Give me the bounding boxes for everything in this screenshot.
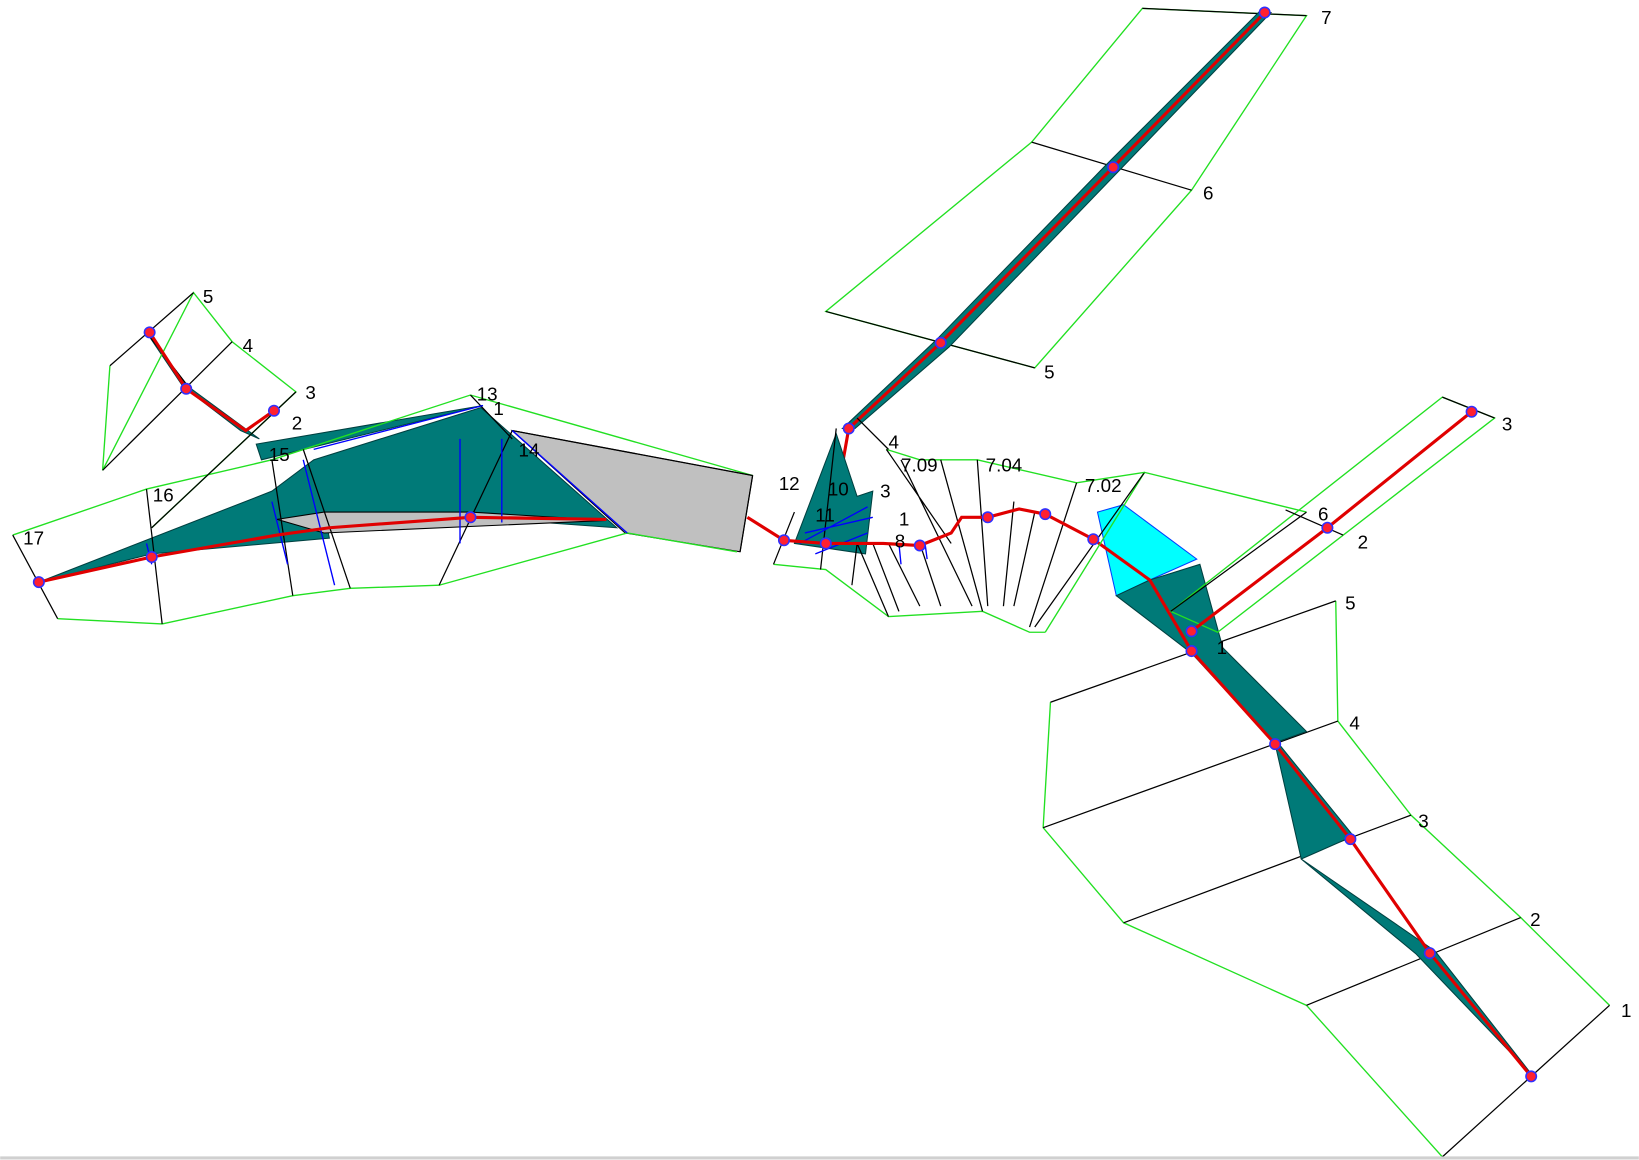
node [1258, 6, 1271, 19]
centerline [1190, 410, 1473, 633]
station-label: 7.09 [901, 454, 938, 475]
station-label: 4 [243, 335, 253, 356]
station-label: 17 [23, 527, 44, 548]
node [32, 576, 45, 589]
station-label: 2 [1358, 532, 1368, 553]
junction-zone [746, 6, 1538, 1083]
station-label: 11 [815, 504, 835, 525]
channel [1115, 563, 1534, 1077]
station-label: 3 [1502, 414, 1512, 435]
station-label: 16 [153, 485, 174, 506]
station-label: 10 [828, 478, 849, 499]
station-label: 15 [269, 444, 290, 465]
node [777, 534, 790, 547]
node [1465, 405, 1478, 418]
station-label: 5 [1044, 361, 1054, 382]
node [267, 404, 280, 417]
node [913, 539, 926, 552]
node [1087, 533, 1100, 546]
station-label: 1 [493, 398, 503, 419]
cross-section [825, 310, 1035, 369]
station-label: 7.04 [986, 454, 1023, 475]
station-label: 14 [519, 440, 540, 461]
channel [793, 432, 874, 555]
node [819, 537, 832, 550]
node [143, 326, 156, 339]
cross-section [1285, 509, 1344, 536]
channel [841, 10, 1273, 429]
node [1107, 161, 1120, 174]
node [1185, 625, 1198, 638]
node [1525, 1070, 1538, 1083]
centerline [746, 507, 1095, 548]
station-label: 13 [477, 383, 498, 404]
station-label: 7.02 [1085, 475, 1122, 496]
reach-boundary [1042, 702, 1443, 1158]
reach-boundary [824, 7, 1308, 369]
station-label: 2 [1530, 909, 1540, 930]
node [1423, 947, 1436, 960]
centerline [824, 11, 1266, 544]
node [934, 336, 947, 349]
upper-reach [824, 7, 1308, 544]
node [145, 551, 158, 564]
station-label: 5 [1345, 592, 1355, 613]
node [180, 382, 193, 395]
node [842, 422, 855, 435]
node [981, 511, 994, 524]
left-reach [12, 291, 754, 625]
station-label: 6 [1318, 503, 1328, 524]
station-label: 12 [779, 473, 800, 494]
station-label: 1 [899, 509, 909, 530]
station-label: 4 [1349, 712, 1359, 733]
cross-section [1034, 471, 1146, 628]
reach-boundary [101, 291, 297, 529]
reach-boundary [773, 563, 1046, 633]
station-label: 4 [888, 431, 898, 452]
node [1039, 508, 1052, 521]
cross-section [1306, 916, 1521, 1006]
ineffective-area [1096, 504, 1198, 597]
station-label: 7 [1321, 7, 1331, 28]
reach-boundary [1335, 600, 1611, 1006]
station-label: 1 [1217, 637, 1227, 658]
node [1185, 645, 1198, 658]
station-label: 3 [1418, 811, 1428, 832]
node [1344, 833, 1357, 846]
cross-section [1441, 1004, 1610, 1158]
centerline [148, 331, 275, 433]
cross-section [1142, 7, 1307, 17]
node [464, 511, 477, 524]
cross-section [1123, 814, 1412, 924]
station-label: 2 [292, 413, 302, 434]
node [1321, 521, 1334, 534]
node [1269, 738, 1282, 751]
station-label: 3 [880, 480, 890, 501]
station-label: 8 [895, 531, 905, 552]
labels: 7 6 5 4 7.09 7.04 7.02 3 1 12 10 11 8 3 … [23, 7, 1631, 1021]
station-label: 3 [305, 382, 315, 403]
cross-section [1170, 511, 1307, 612]
nodes [777, 6, 1538, 1083]
station-label: 5 [203, 286, 213, 307]
cross-section [1042, 720, 1339, 829]
station-label: 6 [1203, 183, 1213, 204]
station-label: 1 [1621, 1000, 1631, 1021]
cross-section [772, 417, 1078, 628]
centerline [38, 515, 607, 584]
